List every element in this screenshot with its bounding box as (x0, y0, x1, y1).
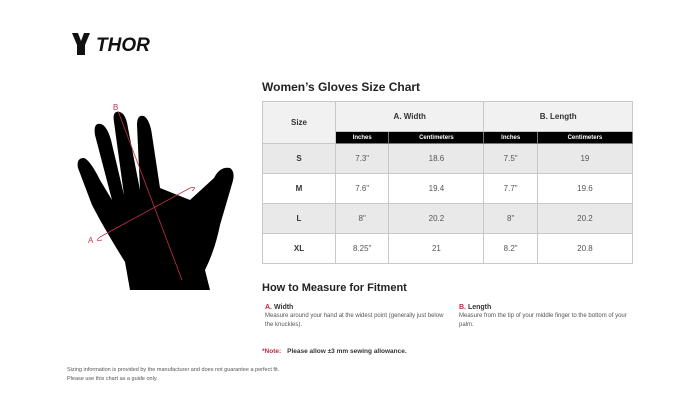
cell: 8" (334, 203, 390, 234)
cell: 20.2 (536, 203, 634, 234)
cell: 21 (388, 233, 485, 264)
label-a: A (88, 236, 94, 245)
width-description: Measure around your hand at the widest p… (265, 313, 444, 328)
size-cell: M (262, 173, 336, 204)
length-label: Length (467, 304, 492, 311)
width-header: A. Width (334, 101, 485, 132)
unit-header: Centimeters (536, 131, 634, 144)
chart-title: Women’s Gloves Size Chart (262, 80, 421, 94)
length-header: B. Length (483, 101, 633, 132)
width-label: Width (273, 304, 294, 311)
cell: 7.7" (483, 173, 538, 204)
disclaimer: Sizing information is provided by the ma… (67, 366, 279, 384)
cell: 8.2" (483, 233, 538, 264)
unit-header: Inches (334, 131, 390, 144)
cell: 8.25" (334, 233, 390, 264)
size-header: Size (262, 101, 336, 144)
width-letter: A. (265, 304, 272, 311)
cell: 20.2 (388, 203, 485, 234)
note: *Note: Please allow ±3 mm sewing allowanc… (262, 348, 407, 355)
hand-silhouette (77, 111, 234, 290)
cell: 18.6 (388, 143, 485, 174)
cell: 7.6" (334, 173, 390, 204)
length-description: Measure from the tip of your middle fing… (459, 313, 627, 328)
hand-measure-diagram: B A (77, 103, 234, 290)
label-b: B (113, 103, 118, 112)
cell: 19.6 (536, 173, 634, 204)
cell: 8" (483, 203, 538, 234)
measure-length: B. Length Measure from the tip of your m… (459, 304, 639, 330)
disclaimer-line: Please use this chart as a guide only. (67, 376, 158, 382)
measure-width: A. Width Measure around your hand at the… (265, 304, 445, 330)
note-text: Please allow ±3 mm sewing allowance. (287, 348, 407, 355)
table-row: M 7.6" 19.4 7.7" 19.6 (262, 173, 634, 204)
size-cell: S (262, 143, 336, 174)
length-letter: B. (459, 304, 466, 311)
svg-text:THOR: THOR (96, 35, 150, 55)
cell: 20.8 (536, 233, 634, 264)
cell: 7.3" (334, 143, 390, 174)
disclaimer-line: Sizing information is provided by the ma… (67, 367, 280, 373)
measure-title: How to Measure for Fitment (262, 282, 407, 294)
table-row: L 8" 20.2 8" 20.2 (262, 203, 634, 234)
size-cell: L (262, 203, 336, 234)
unit-header: Centimeters (388, 131, 485, 144)
unit-header: Inches (483, 131, 538, 144)
note-label: *Note: (262, 348, 282, 355)
size-table: Size A. Width B. Length Inches Centimete… (262, 101, 634, 264)
cell: 19.4 (388, 173, 485, 204)
thor-logo: THOR (72, 33, 150, 55)
table-row: XL 8.25" 21 8.2" 20.8 (262, 233, 634, 264)
cell: 7.5" (483, 143, 538, 174)
size-cell: XL (262, 233, 336, 264)
cell: 19 (536, 143, 634, 174)
table-row: S 7.3" 18.6 7.5" 19 (262, 143, 634, 174)
